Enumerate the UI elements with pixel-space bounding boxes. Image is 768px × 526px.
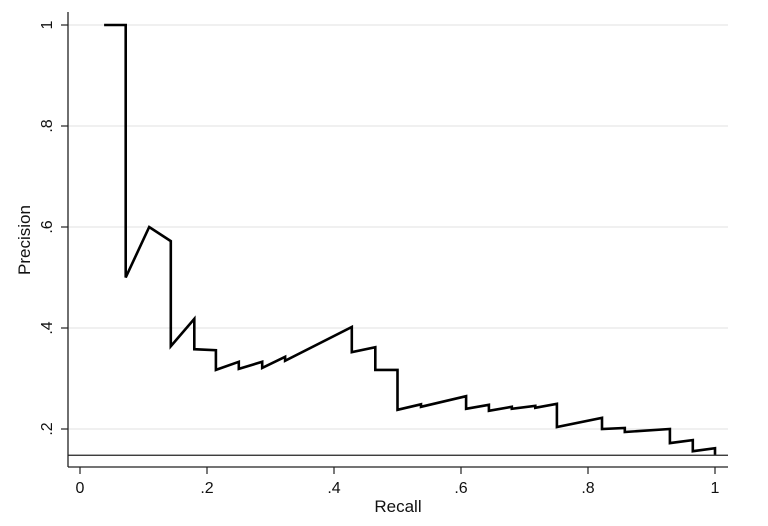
x-tick-label: 0 xyxy=(76,480,85,497)
x-tick-label: .4 xyxy=(327,480,340,497)
x-tick-label: .8 xyxy=(581,480,594,497)
y-axis-title: Precision xyxy=(15,205,34,275)
x-tick-label: .2 xyxy=(200,480,213,497)
x-axis-ticks: 0 .2 .4 .6 .8 1 xyxy=(76,467,720,497)
y-tick-label: .2 xyxy=(39,422,56,435)
precision-recall-line xyxy=(104,23,717,455)
x-tick-label: 1 xyxy=(711,480,720,497)
y-tick-label: 1 xyxy=(39,20,56,29)
y-tick-label: .4 xyxy=(39,321,56,334)
y-axis-ticks: .2 .4 .6 .8 1 xyxy=(39,20,68,436)
x-axis-title: Recall xyxy=(374,497,421,516)
y-tick-label: .8 xyxy=(39,119,56,132)
y-tick-label: .6 xyxy=(39,220,56,233)
x-tick-label: .6 xyxy=(454,480,467,497)
gridlines xyxy=(68,24,728,430)
